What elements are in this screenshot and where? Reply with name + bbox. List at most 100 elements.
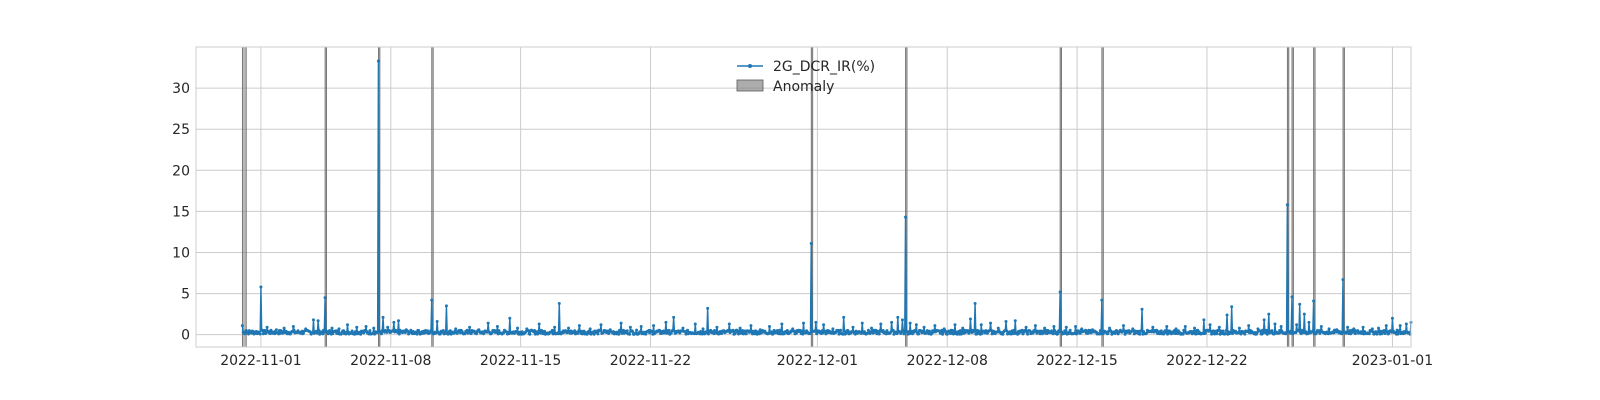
series-point	[877, 332, 881, 336]
series-point	[744, 332, 748, 336]
series-point	[1174, 327, 1178, 331]
series-point	[1239, 332, 1243, 336]
series-point	[350, 329, 354, 333]
series-point	[814, 320, 818, 324]
series-point	[1106, 332, 1110, 336]
series-point	[779, 329, 783, 333]
series-point	[1318, 331, 1322, 335]
series-point	[1224, 329, 1228, 333]
series-point	[1356, 329, 1360, 333]
series-point	[1404, 322, 1408, 326]
series-point	[1298, 302, 1302, 306]
x-tick-label: 2022-11-22	[610, 353, 691, 369]
series-point	[364, 324, 368, 328]
series-point	[740, 328, 744, 332]
series-point	[785, 328, 789, 332]
series-point	[1370, 327, 1374, 331]
series-point	[291, 324, 295, 328]
series-point	[778, 332, 782, 336]
series-point	[454, 327, 458, 331]
series-point	[1351, 330, 1355, 334]
series-point	[537, 322, 541, 326]
series-point	[1377, 326, 1381, 330]
series-point	[386, 325, 390, 329]
series-point	[780, 322, 784, 326]
series-point	[1012, 328, 1016, 332]
series-point	[1028, 329, 1032, 333]
series-point	[1213, 332, 1217, 336]
series-point	[486, 321, 490, 325]
series-point	[331, 332, 335, 336]
series-point	[1203, 331, 1207, 335]
series-point	[1270, 329, 1274, 333]
series-point	[625, 329, 629, 333]
series-point	[328, 329, 332, 333]
legend-anomaly-label: Anomaly	[773, 79, 834, 95]
series-point	[820, 329, 824, 333]
series-point	[330, 326, 334, 330]
legend-series-label: 2G_DCR_IR(%)	[773, 59, 875, 75]
y-tick-label: 20	[172, 163, 190, 179]
series-point	[749, 324, 753, 328]
series-point	[526, 329, 530, 333]
series-point	[577, 324, 581, 328]
series-point	[617, 332, 621, 336]
x-tick-label: 2022-12-22	[1166, 353, 1247, 369]
series-point	[839, 328, 843, 332]
series-point	[1063, 329, 1067, 333]
series-point	[381, 315, 385, 319]
series-point	[1165, 324, 1169, 328]
series-point	[720, 331, 724, 335]
series-point	[1346, 325, 1350, 329]
series-point	[596, 332, 600, 336]
series-point	[1192, 329, 1196, 333]
series-point	[1013, 319, 1017, 323]
series-point	[933, 324, 937, 328]
series-point	[1023, 328, 1027, 332]
series-point	[842, 315, 846, 319]
series-point	[693, 322, 697, 326]
series-point	[323, 296, 327, 300]
series-point	[831, 327, 835, 331]
series-point	[940, 328, 944, 332]
series-point	[368, 329, 372, 333]
series-point	[735, 328, 739, 332]
series-point	[658, 329, 662, 333]
series-point	[968, 317, 972, 321]
series-point	[996, 326, 1000, 330]
series-point	[1138, 332, 1142, 336]
series-point	[1384, 324, 1388, 328]
series-point	[1026, 332, 1030, 336]
series-point	[665, 331, 669, 335]
y-tick-label: 0	[181, 328, 190, 344]
series-point	[1224, 331, 1227, 335]
series-point	[1004, 320, 1008, 324]
x-tick-label: 2023-01-01	[1352, 353, 1433, 369]
y-tick-label: 10	[172, 245, 190, 261]
series-point	[1267, 312, 1271, 316]
series-point	[980, 332, 984, 336]
series-point	[444, 304, 448, 308]
series-point	[292, 328, 296, 332]
series-point	[1230, 305, 1234, 309]
series-point	[775, 329, 779, 333]
series-point	[1038, 332, 1042, 336]
series-point	[731, 328, 735, 332]
series-point	[1311, 329, 1315, 333]
series-point	[258, 332, 262, 336]
series-point	[917, 332, 921, 336]
series-point	[240, 324, 244, 328]
series-point	[1332, 331, 1336, 335]
y-axis-ticks: 0 5 10 15 20 25 30	[172, 81, 190, 344]
series-point	[588, 327, 592, 331]
series-point	[1230, 331, 1234, 335]
series-point	[945, 332, 949, 336]
series-point	[536, 332, 540, 336]
anomaly-span	[241, 46, 247, 348]
series-point	[737, 329, 741, 333]
series-point	[465, 328, 469, 332]
series-point	[376, 59, 380, 63]
series-point	[961, 326, 965, 330]
series-point	[772, 328, 776, 332]
x-axis-ticks: 2022-11-01 2022-11-08 2022-11-15 2022-11-22…	[220, 353, 1433, 369]
